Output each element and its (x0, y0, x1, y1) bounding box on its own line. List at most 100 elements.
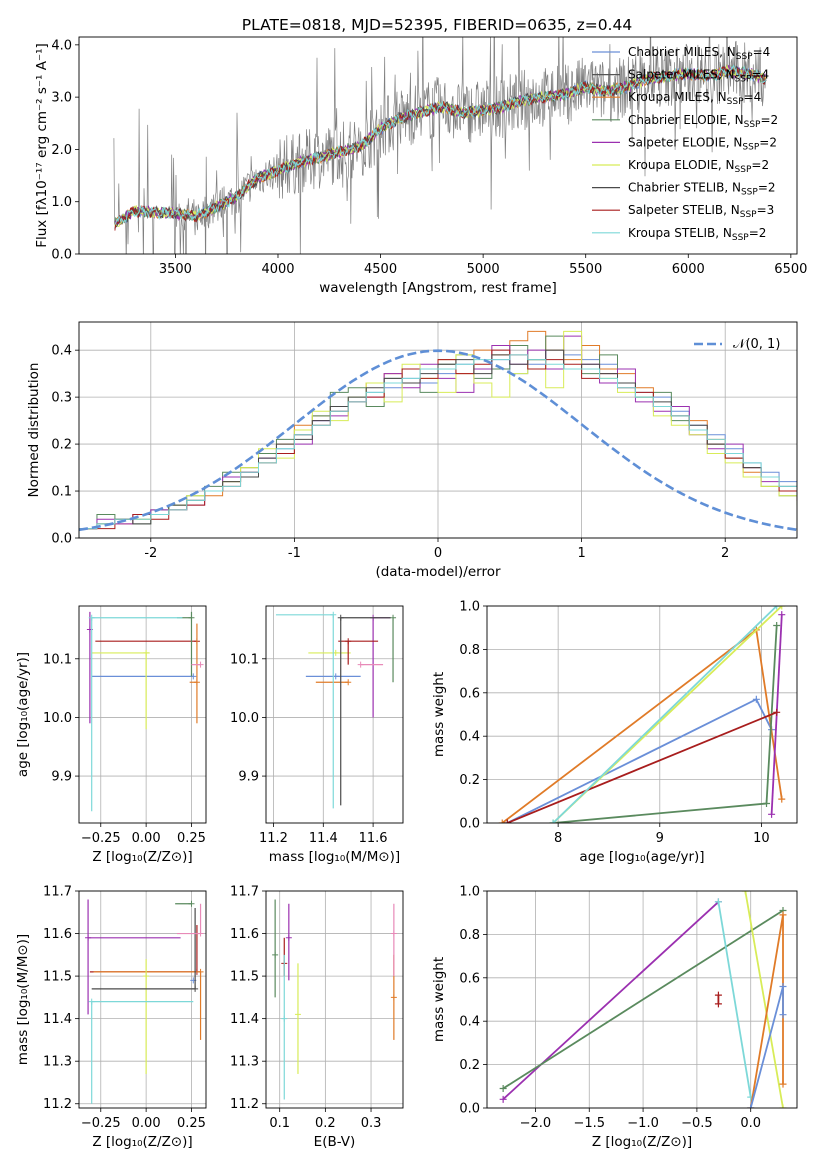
data-point-marker (294, 1011, 301, 1018)
y-tick-label: 0.1 (51, 485, 72, 500)
legend-subscript: SSP (735, 75, 752, 85)
spectrum-panel: 3500 4000 4500 5000 5500 6000 6500 0.0 1.0 2.0 3.0… (34, 36, 807, 296)
axes-frame (486, 890, 798, 1109)
mass-weight-line (744, 891, 784, 1108)
legend-count: =2 (758, 181, 776, 195)
x-tick-label: 3500 (159, 262, 192, 277)
data-point-marker (88, 614, 95, 621)
data-point-marker (768, 810, 776, 818)
legend-subscript: SSP (740, 210, 757, 220)
legend-subscript: SSP (736, 52, 753, 62)
data-point-marker (390, 930, 397, 937)
y-tick-label: 11.3 (230, 1055, 259, 1070)
data-point-marker (747, 1104, 755, 1108)
y-tick-label: 0.2 (51, 438, 72, 453)
data-point-marker (773, 708, 781, 716)
data-point-marker (773, 622, 781, 630)
x-tick-label: 4500 (364, 262, 397, 277)
errorbar-area (272, 899, 397, 1100)
y-tick-label: 11.4 (43, 1012, 72, 1027)
data-point-marker (714, 1000, 722, 1008)
data-point-marker (197, 930, 204, 937)
x-axis-label: mass [log₁₀(M/M⊙)] (269, 849, 400, 865)
legend-entry: Chabrier STELIB, NSSP=2 (628, 181, 776, 198)
histogram-step (79, 354, 797, 538)
x-axis-label: (data-model)/error (375, 564, 501, 580)
y-tick-label: 11.3 (43, 1055, 72, 1070)
legend-entry: Chabrier ELODIE, NSSP=2 (628, 113, 778, 130)
axes-frame (265, 890, 404, 1109)
mass-weight-line (506, 711, 778, 823)
data-point-marker (778, 606, 786, 610)
x-tick-label: 0.1 (269, 1116, 290, 1131)
errorbar-area (85, 899, 204, 1104)
errorbar-area (86, 611, 204, 812)
y-tick-label: 2.0 (51, 143, 72, 158)
x-axis-label: E(B-V) (314, 1134, 356, 1150)
x-tick-label: 11.6 (359, 831, 388, 846)
x-tick-label: 0.0 (740, 1116, 761, 1131)
data-point-marker (281, 1015, 288, 1022)
figure-title: PLATE=0818, MJD=52395, FIBERID=0635, z=0… (242, 16, 632, 34)
x-tick-label: 0.00 (132, 831, 161, 846)
y-tick-label: 0.8 (459, 643, 480, 658)
data-point-marker (272, 951, 279, 958)
errorbar-area (275, 611, 397, 809)
histogram-area (79, 330, 797, 538)
mass-weight-line (501, 628, 783, 823)
data-point-marker (285, 934, 292, 941)
mass-weight-line (502, 909, 784, 1090)
x-tick-label: 8 (554, 831, 562, 846)
y-tick-label: 11.7 (43, 885, 72, 900)
data-point-marker (741, 891, 749, 895)
x-tick-label: -2 (144, 546, 157, 561)
x-tick-label: −0.5 (681, 1116, 713, 1131)
data-point-marker (778, 795, 786, 803)
mass-weight-line (717, 901, 752, 1098)
y-tick-label: 0.4 (51, 344, 72, 359)
data-point-marker (357, 661, 364, 668)
gaussian-curve (79, 349, 797, 532)
data-point-marker (773, 606, 781, 610)
x-axis-label: Z [log₁₀(Z/Z⊙)] (92, 1134, 192, 1150)
data-point-marker (188, 614, 195, 621)
line-area (499, 891, 787, 1108)
axes-frame (78, 36, 798, 255)
age_vs_mass-panel: 11.2 11.4 11.6 9.9 10.0 10.1 mass [log₁₀(M/M⊙)… (230, 605, 404, 865)
x-tick-label: 11.4 (309, 831, 338, 846)
y-tick-label: 10.0 (230, 711, 259, 726)
legend-entry: Kroupa STELIB, NSSP=2 (628, 226, 766, 243)
y-tick-label: 11.5 (230, 970, 259, 985)
legend-entry: Salpeter MILES, NSSP=4 (628, 68, 769, 85)
x-tick-label: -1 (288, 546, 301, 561)
data-point-marker (143, 973, 150, 980)
x-tick-label: 6000 (672, 262, 705, 277)
legend-count: =2 (749, 226, 767, 240)
data-point-marker (345, 638, 352, 645)
y-tick-label: 0.2 (459, 1058, 480, 1073)
data-point-marker (549, 819, 557, 823)
legend-entry: Kroupa ELODIE, NSSP=2 (628, 158, 769, 175)
x-axis-label: Z [log₁₀(Z/Z⊙)] (92, 849, 192, 865)
x-tick-label: 0 (434, 546, 442, 561)
y-axis-label: Flux [fλ10⁻¹⁷ erg cm⁻² s⁻¹ A⁻¹] (34, 43, 50, 248)
legend-count: =4 (751, 68, 769, 82)
x-tick-label: 5000 (467, 262, 500, 277)
x-tick-label: 0.25 (177, 1116, 206, 1131)
legend-subscript: SSP (744, 120, 761, 130)
y-tick-label: 11.2 (43, 1097, 72, 1112)
y-tick-label: 1.0 (459, 600, 480, 615)
data-point-marker (499, 1095, 507, 1103)
y-tick-label: 11.4 (230, 1012, 259, 1027)
y-tick-label: 0.2 (459, 773, 480, 788)
x-tick-label: 2 (721, 546, 729, 561)
massweight_vs_age-panel: 8 9 10 0.0 0.2 0.4 0.6 0.8 1.0 age [log₁₀(age/yr)… (431, 600, 798, 865)
x-tick-label: 4000 (261, 262, 294, 277)
data-point-marker (330, 611, 337, 618)
x-tick-label: 0.00 (132, 1116, 161, 1131)
legend: Chabrier MILES, NSSP=4 Salpeter MILES, NS… (592, 45, 778, 243)
data-point-marker (714, 991, 722, 999)
data-point-marker (503, 819, 511, 823)
x-tick-label: −0.25 (81, 1116, 121, 1131)
